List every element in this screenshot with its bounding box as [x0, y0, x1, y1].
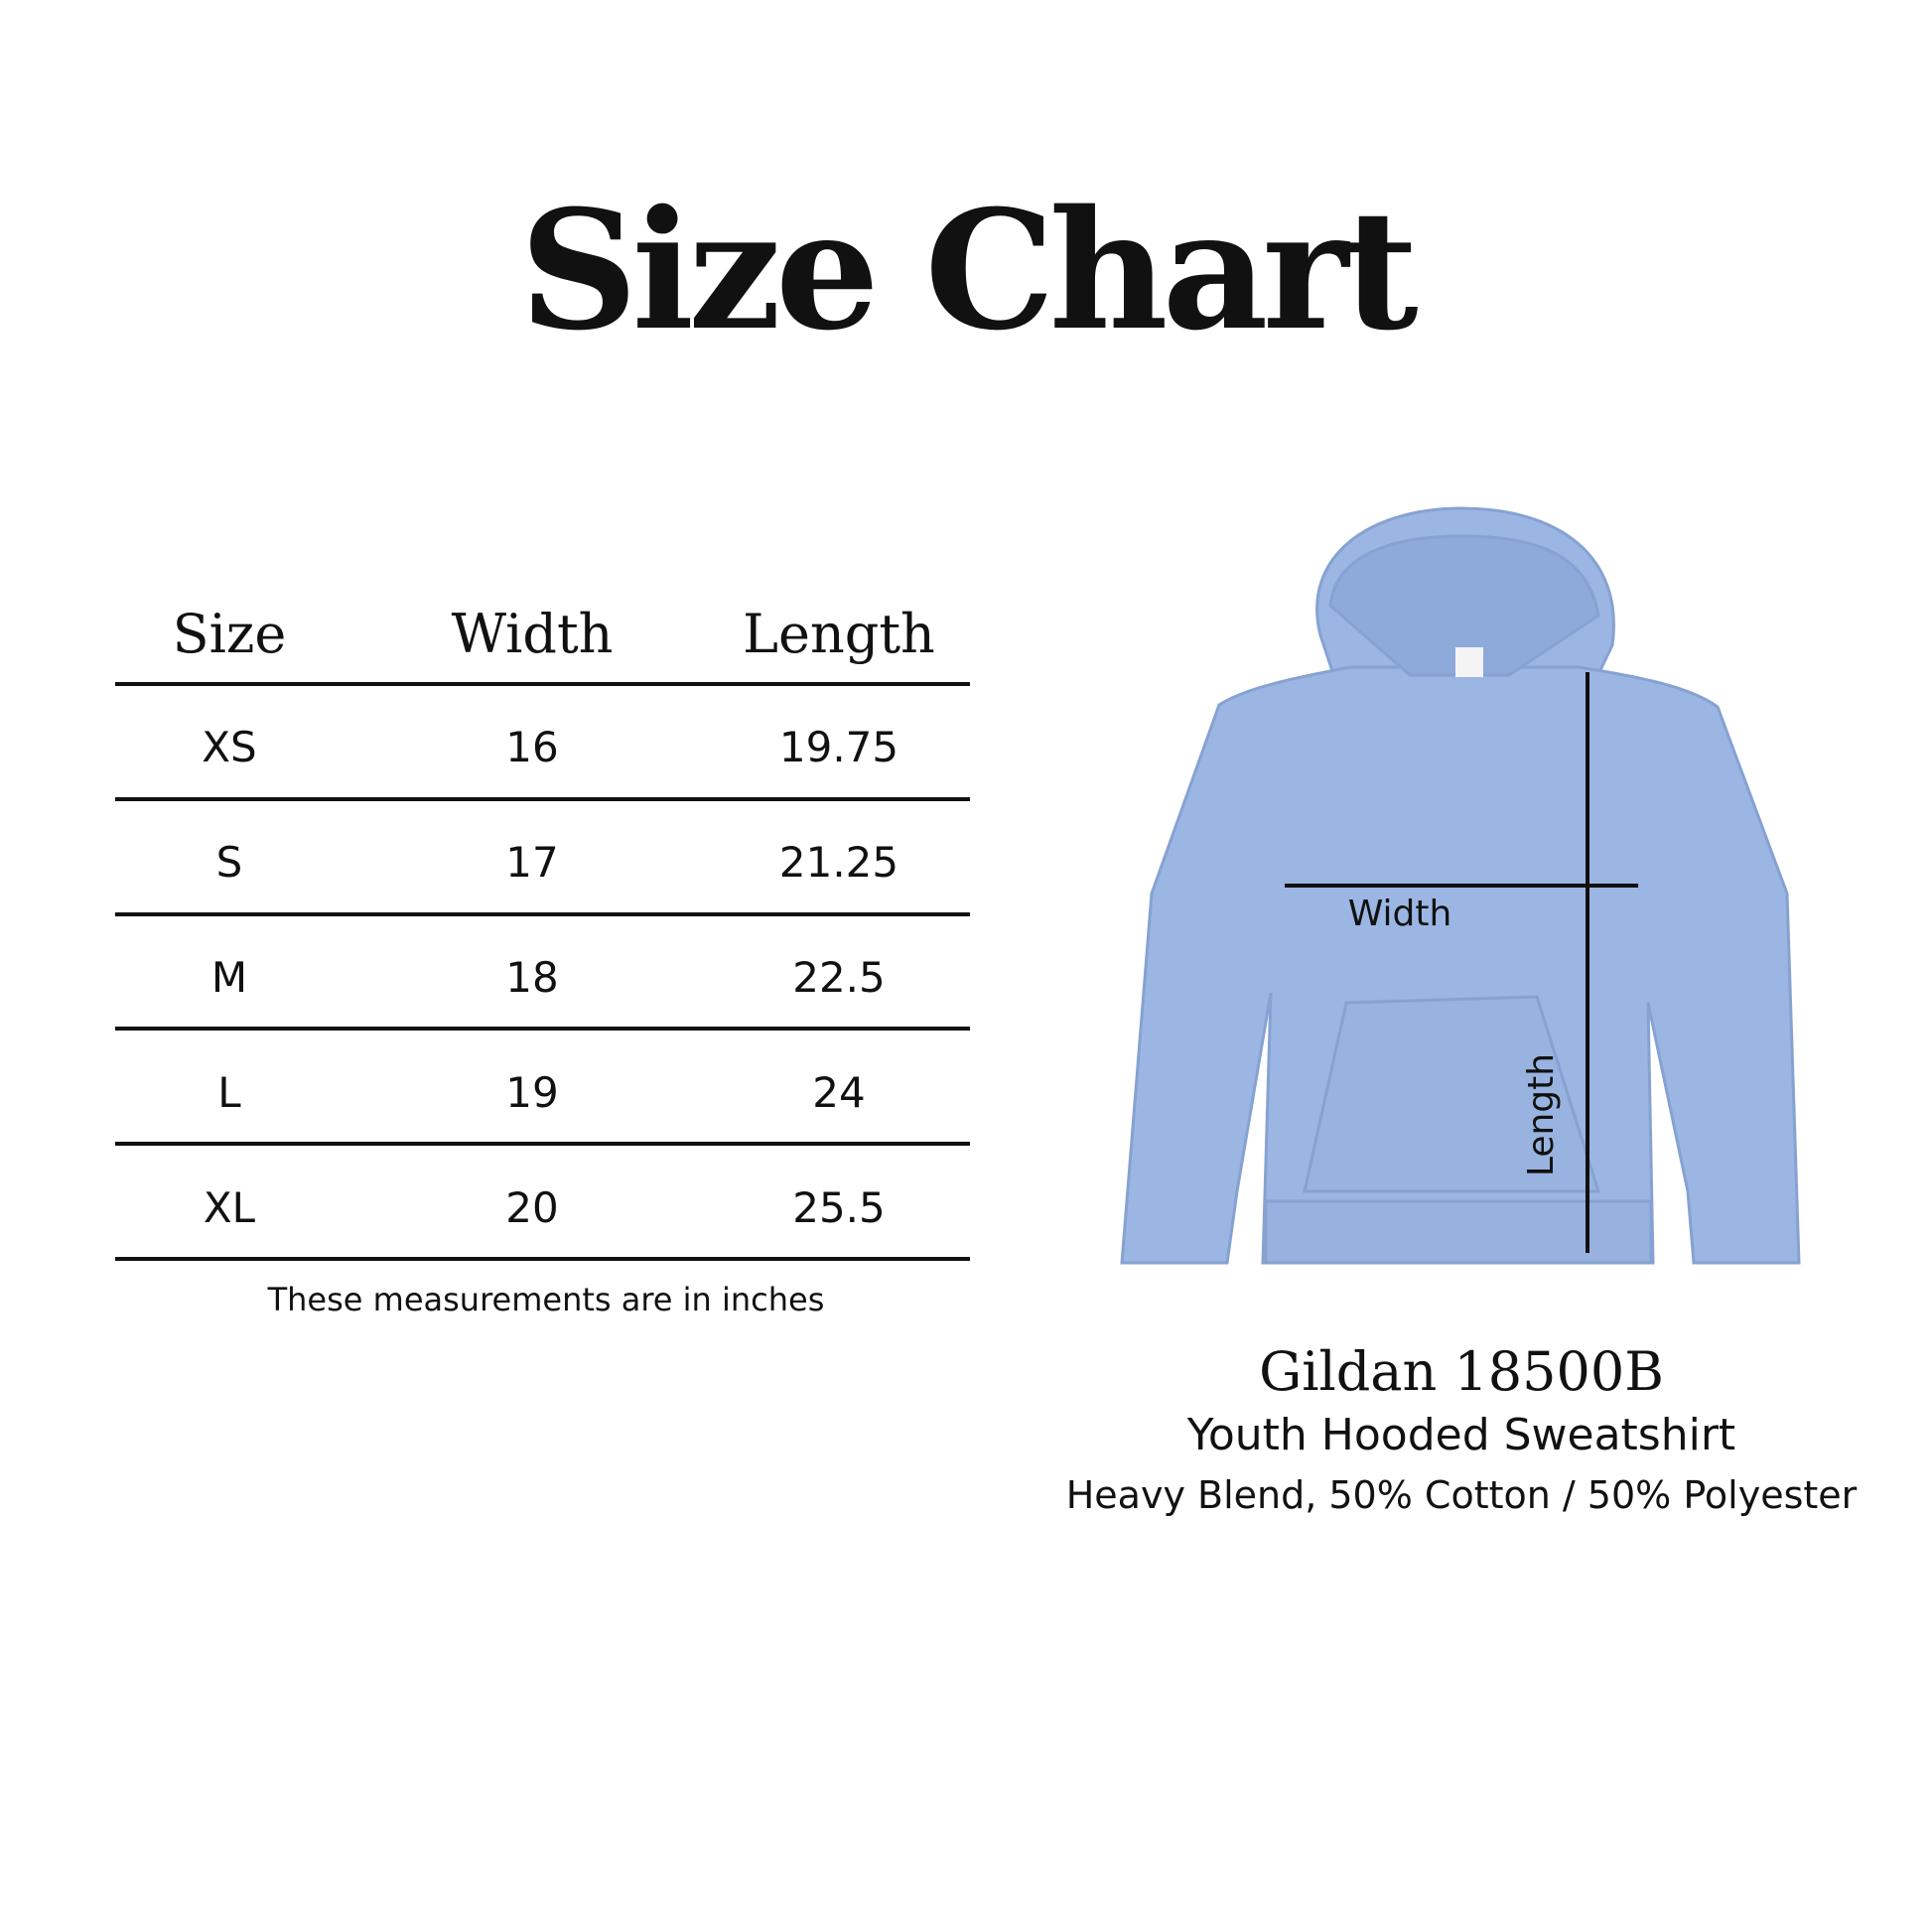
length-label: Length: [1521, 1053, 1562, 1176]
hoodie-image: [1120, 506, 1801, 1265]
divider: [115, 1257, 970, 1261]
cell-size: M: [210, 952, 248, 1002]
cell-width: 19: [505, 1067, 559, 1117]
table-row: XS 16 19.75: [115, 689, 970, 804]
cell-size: XL: [203, 1182, 256, 1232]
header-size: Size: [172, 602, 287, 665]
divider: [115, 912, 970, 916]
cell-width: 18: [505, 952, 559, 1002]
cell-width: 20: [505, 1182, 559, 1232]
table-row: S 17 21.25: [115, 804, 970, 919]
cell-length: 19.75: [778, 722, 899, 771]
cell-size: S: [215, 837, 243, 887]
product-name: Gildan 18500B: [1259, 1340, 1664, 1403]
cell-length: 25.5: [792, 1182, 886, 1232]
table-row: XL 20 25.5: [115, 1150, 970, 1265]
cell-width: 16: [505, 722, 559, 771]
table-row: L 19 24: [115, 1035, 970, 1150]
cell-length: 22.5: [792, 952, 886, 1002]
divider: [115, 797, 970, 801]
cell-size: L: [217, 1067, 241, 1117]
page-title: Size Chart: [519, 174, 1418, 366]
product-material: Heavy Blend, 50% Cotton / 50% Polyester: [1065, 1473, 1858, 1517]
divider: [115, 1027, 970, 1031]
cell-size: XS: [202, 722, 257, 771]
divider: [115, 682, 970, 686]
width-label: Width: [1348, 894, 1452, 934]
table-header: Size Width Length: [115, 576, 970, 691]
header-width: Width: [451, 602, 614, 665]
units-note: These measurements are in inches: [267, 1281, 825, 1318]
tag-icon: [1455, 647, 1483, 677]
table-row: M 18 22.5: [115, 919, 970, 1035]
cell-length: 24: [812, 1067, 866, 1117]
header-length: Length: [743, 602, 935, 665]
product-type: Youth Hooded Sweatshirt: [1186, 1410, 1736, 1460]
divider: [115, 1142, 970, 1146]
cell-length: 21.25: [778, 837, 899, 887]
cell-width: 17: [505, 837, 559, 887]
